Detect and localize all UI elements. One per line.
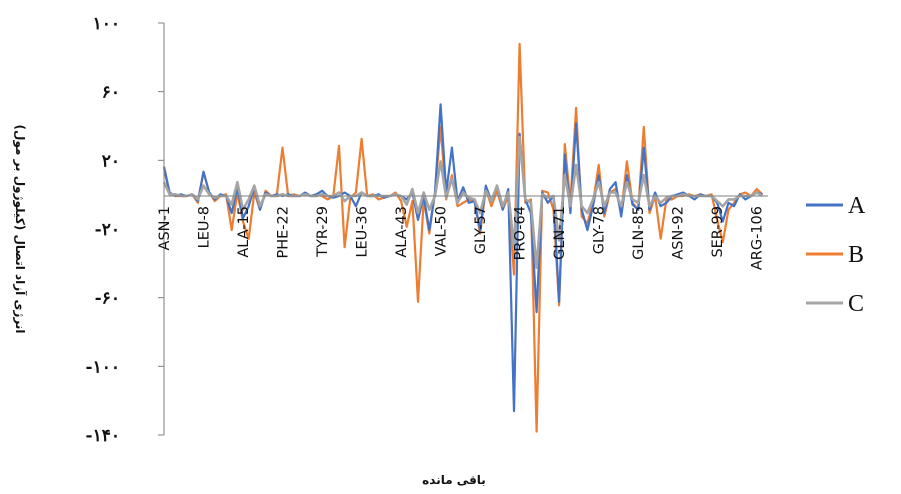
series-line-c [162, 135, 764, 270]
x-tick-label: TYR-29 [315, 206, 331, 258]
y-tick-labels: ۱۰۰ ۶۰ ۲۰ -۲۰ -۶۰ -۱۰۰ -۱۴۰ [86, 14, 164, 446]
x-tick-label: VAL-50 [434, 206, 450, 256]
x-tick-label: GLY-57 [473, 206, 489, 254]
y-tick-label: -۱۴۰ [86, 426, 120, 446]
x-tick-label: PHE-22 [276, 206, 292, 259]
x-axis-title: باقی مانده [422, 473, 486, 487]
legend-label-b: B [848, 242, 864, 268]
x-tick-label: ASN-92 [671, 206, 687, 260]
y-tick-label: -۲۰ [95, 220, 120, 240]
x-tick-label: GLN-71 [552, 206, 568, 260]
x-tick-label: ALA-43 [394, 206, 410, 258]
legend-label-c: C [848, 291, 864, 317]
x-tick-label: ALA-15 [236, 206, 252, 258]
x-tick-label: GLN-85 [631, 206, 647, 260]
y-tick-label: -۶۰ [95, 289, 120, 309]
y-tick-label: ۲۰ [102, 151, 120, 171]
x-tick-label: ASN-1 [157, 206, 173, 250]
legend-label-a: A [848, 193, 866, 219]
x-tick-label: GLY-78 [592, 206, 608, 254]
y-tick-label: ۶۰ [102, 83, 120, 103]
x-tick-label: SER-99 [710, 206, 726, 258]
legend: ABC [806, 193, 866, 317]
x-tick-label: ARG-106 [750, 206, 766, 270]
series-group [162, 42, 764, 433]
x-tick-labels: ASN-1 LEU-8 ALA-15 PHE-22 TYR-29 LEU-36 ALA-43… [157, 206, 766, 270]
x-tick-label: LEU-36 [355, 206, 371, 258]
y-axis-title: انرژی آزاد اتصال (کیلوژول بر مول) [12, 125, 28, 334]
x-tick-label: LEU-8 [197, 206, 213, 248]
y-tick-label: -۱۰۰ [86, 357, 120, 377]
x-tick-label: PRO-64 [513, 206, 529, 260]
y-tick-label: ۱۰۰ [93, 14, 120, 34]
